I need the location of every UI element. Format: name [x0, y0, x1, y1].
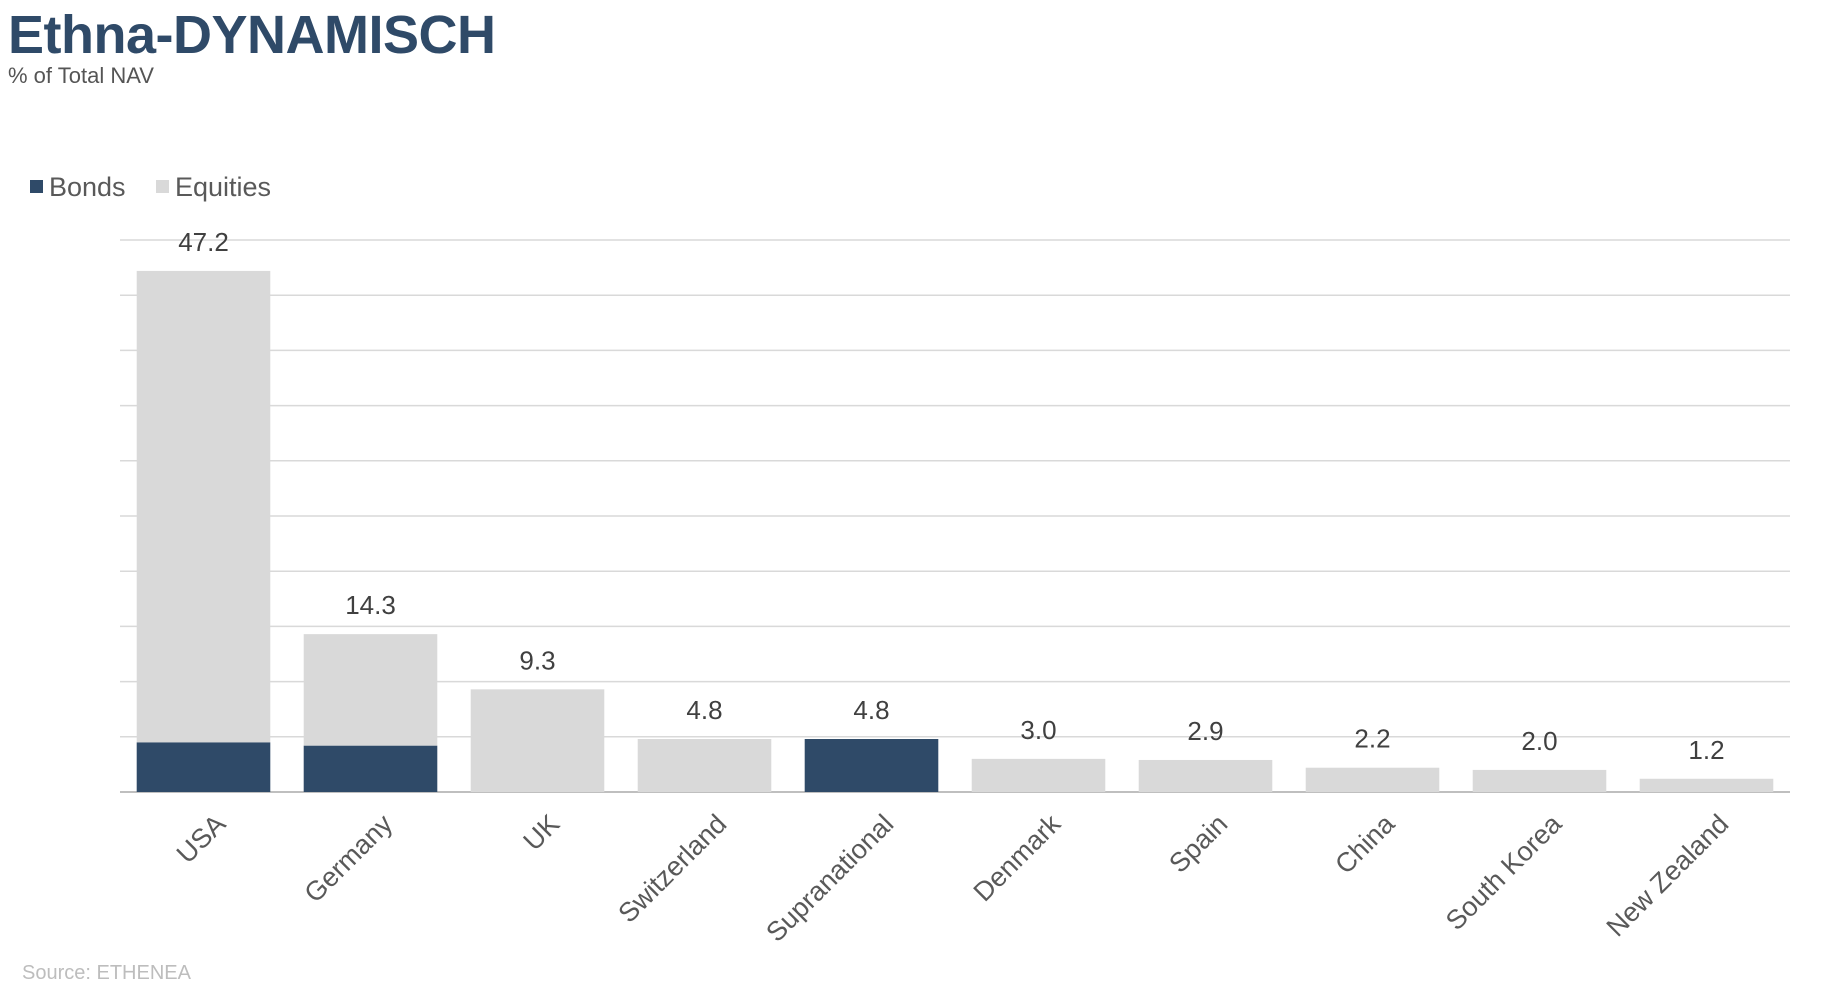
- value-label: 2.9: [1187, 716, 1223, 746]
- x-tick-label: Spain: [1163, 809, 1233, 879]
- chart-subtitle: % of Total NAV: [8, 63, 154, 88]
- bar-equities-denmark: [971, 758, 1106, 792]
- bar-equities-south-korea: [1472, 769, 1607, 792]
- x-axis-labels: USA Germany UK Switzerland Supranational Denm…: [171, 808, 1734, 948]
- x-tick-label: Denmark: [968, 808, 1067, 907]
- x-tick-label: USA: [171, 809, 231, 869]
- bar-equities-new-zealand: [1639, 778, 1774, 792]
- value-label: 4.8: [686, 695, 722, 725]
- legend: Bonds Equities: [30, 172, 271, 202]
- x-tick-label: South Korea: [1440, 808, 1568, 936]
- bar-bonds-supranational: [804, 739, 939, 792]
- value-label: 14.3: [345, 590, 396, 620]
- source-note: Source: ETHENEA: [22, 962, 191, 984]
- value-label: 2.0: [1521, 726, 1557, 756]
- value-labels: 47.2 14.3 9.3 4.8 4.8 3.0 2.9 2.2 2.0 1.2: [178, 227, 1724, 765]
- legend-swatch-bonds: [30, 180, 43, 193]
- value-label: 3.0: [1020, 715, 1056, 745]
- value-label: 47.2: [178, 227, 229, 257]
- bar-equities-china: [1305, 767, 1440, 792]
- bar-bonds-usa: [136, 742, 271, 792]
- x-tick-label: Switzerland: [612, 809, 732, 929]
- bar-equities-switzerland: [637, 739, 772, 792]
- bar-equities-germany: [303, 634, 438, 746]
- x-tick-label: UK: [518, 809, 566, 857]
- bar-bonds-germany: [303, 745, 438, 792]
- bar-equities-spain: [1138, 759, 1273, 792]
- x-tick-label: New Zealand: [1601, 809, 1735, 943]
- value-label: 4.8: [853, 695, 889, 725]
- legend-label-equities: Equities: [175, 172, 271, 202]
- bar-equities-usa: [136, 270, 271, 743]
- x-tick-label: Germany: [299, 808, 399, 908]
- value-label: 2.2: [1354, 724, 1390, 754]
- gridlines: [120, 239, 1790, 793]
- bars: [136, 270, 1774, 792]
- value-label: 9.3: [519, 645, 555, 675]
- value-label: 1.2: [1688, 735, 1724, 765]
- legend-label-bonds: Bonds: [49, 172, 126, 202]
- x-tick-label: China: [1329, 808, 1401, 880]
- legend-swatch-equities: [156, 180, 169, 193]
- x-tick-label: Supranational: [760, 809, 899, 948]
- chart-title: Ethna-DYNAMISCH: [8, 5, 496, 65]
- bar-equities-uk: [470, 689, 605, 792]
